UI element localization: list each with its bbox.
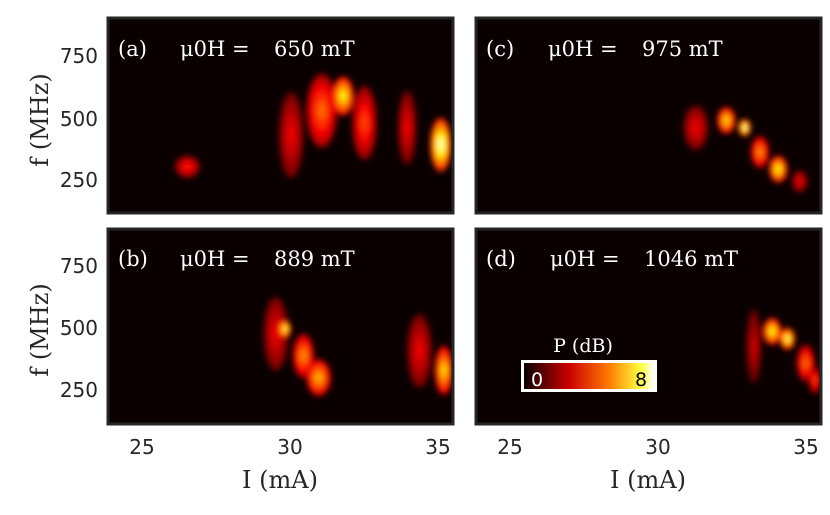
heatmap-blob [416,341,423,361]
heatmap-blob [803,358,809,368]
panel-a-field-value: 650 mT [274,37,355,61]
panel-b-field-prefix: μ0H = [180,247,250,271]
panel-a-label: (a) [118,37,147,61]
heatmap-blob [785,335,790,342]
colorbar-gradient [524,363,654,389]
heatmap-blob [288,124,295,146]
panel-d-field-value: 1046 mT [644,247,738,271]
x-tick-label: 30 [277,435,302,459]
panel-d: (d) μ0H = 1046 mT [474,227,823,426]
colorbar-min-label: 0 [531,369,543,391]
colorbar-max-label: 8 [635,369,647,391]
heatmap-blob [283,326,287,332]
panel-b-frame [106,227,455,426]
y-tick-label: 250 [60,378,98,402]
panel-c-label: (c) [486,37,514,61]
x-tick-label: 25 [497,435,522,459]
heatmap-blob [692,122,699,134]
heatmap-blob [797,178,802,185]
x-tick-label: 35 [793,435,818,459]
panel-d-frame [474,227,823,426]
y-tick-label: 750 [60,254,98,278]
panel-a: (a) μ0H = 650 mT [106,16,455,215]
x-axis-label-right: I (mA) [610,466,686,494]
y-tick-label: 500 [60,316,98,340]
heatmap-blob [184,163,191,170]
x-tick-label: 30 [645,435,670,459]
panel-b-label: (b) [118,247,148,271]
y-axis-label-bottom: f (MHz) [26,283,54,376]
panel-d-field-prefix: μ0H = [550,247,620,271]
panel-c-field-value: 975 mT [642,37,723,61]
x-axis-label-left: I (mA) [242,466,318,494]
heatmap-blob [438,138,444,152]
colorbar: P (dB) 0 8 [521,335,657,392]
heatmap-blob [743,125,747,130]
panel-a-frame [106,16,455,215]
heatmap-blob [315,373,322,383]
panel-d-heatmap [746,309,821,394]
panel-c: (c) μ0H = 975 mT [474,16,823,215]
heatmap-blob [775,165,781,173]
panel-a-heatmap [175,74,452,178]
y-tick-label: 750 [60,44,98,68]
panel-d-label: (d) [486,247,516,271]
panel-a-field-prefix: μ0H = [180,37,250,61]
heatmap-blob [751,336,756,356]
y-axis-label-top: f (MHz) [26,73,54,166]
panel-b-heatmap [263,297,453,396]
panel-b-field-value: 889 mT [274,247,355,271]
heatmap-blob [361,113,368,132]
y-axis-top: 750 500 250 [60,44,98,192]
y-tick-label: 250 [60,168,98,192]
x-axis-right: 25 30 35 [497,435,818,459]
x-tick-label: 25 [129,435,154,459]
panel-c-background [476,18,821,213]
panel-c-frame [474,16,823,215]
heatmap-blob [757,148,763,157]
y-axis-bottom: 750 500 250 [60,254,98,402]
heatmap-blob [769,328,775,335]
colorbar-label: P (dB) [553,335,613,357]
x-tick-label: 35 [425,435,450,459]
panel-c-field-prefix: μ0H = [548,37,618,61]
x-axis-left: 25 30 35 [129,435,450,459]
panel-b: (b) μ0H = 889 mT [106,227,455,426]
heatmap-blob [272,324,279,343]
heatmap-blob [317,101,326,120]
heatmap-blob [300,350,307,362]
heatmap-blob [441,364,447,377]
y-tick-label: 500 [60,107,98,131]
heatmap-blob [813,376,817,384]
heatmap-blob [724,117,729,124]
heatmap-blob [340,91,346,101]
heatmap-blob [404,118,410,137]
panel-c-heatmap [683,105,808,193]
